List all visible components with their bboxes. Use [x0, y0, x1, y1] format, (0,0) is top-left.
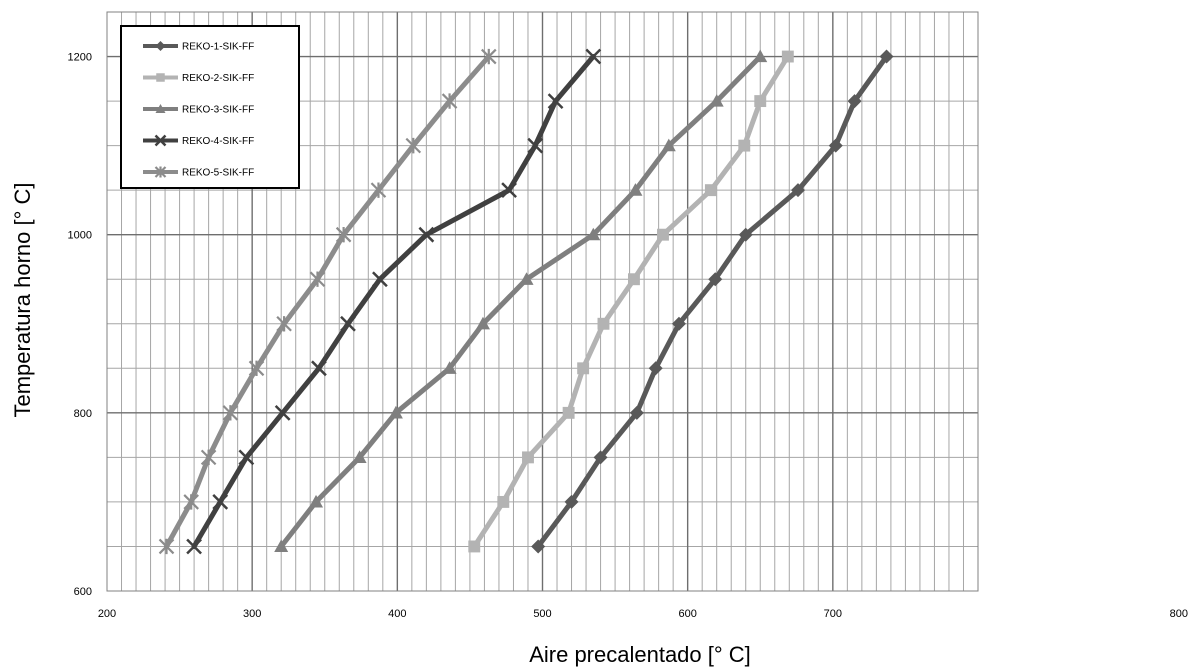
data-point-marker: [782, 51, 794, 63]
legend: REKO-1-SIK-FF REKO-2-SIK-FF REKO-3-SIK-FF R…: [121, 26, 299, 188]
data-point-marker: [598, 318, 610, 330]
legend-item: REKO-5-SIK-FF: [143, 167, 254, 179]
data-point-marker: [497, 496, 509, 508]
x-tick-label: 300: [243, 608, 261, 620]
y-tick-labels: 600 800 1000 1200: [68, 52, 92, 598]
data-point-marker: [628, 273, 640, 285]
data-point-marker: [754, 95, 766, 107]
y-tick-label: 1200: [68, 52, 92, 64]
y-tick-label: 600: [74, 586, 92, 598]
y-tick-label: 1000: [68, 230, 92, 242]
legend-label: REKO-5-SIK-FF: [182, 168, 254, 179]
legend-label: REKO-2-SIK-FF: [182, 73, 254, 84]
data-point-marker: [156, 73, 165, 82]
x-tick-label: 600: [678, 608, 696, 620]
data-point-marker: [705, 184, 717, 196]
data-point-marker: [738, 140, 750, 152]
x-axis-title: Aire precalentado [° C]: [529, 642, 751, 667]
x-tick-label: 800: [1170, 608, 1188, 620]
x-tick-labels: 200 300 400 500 600 700 800: [98, 608, 1188, 620]
legend-label: REKO-3-SIK-FF: [182, 105, 254, 116]
data-point-marker: [577, 362, 589, 374]
x-tick-label: 700: [824, 608, 842, 620]
data-point-marker: [468, 541, 480, 553]
data-point-marker: [522, 451, 534, 463]
legend-label: REKO-1-SIK-FF: [182, 42, 254, 53]
x-tick-label: 500: [533, 608, 551, 620]
data-point-marker: [563, 407, 575, 419]
y-tick-label: 800: [74, 408, 92, 420]
data-point-marker: [657, 229, 669, 241]
x-tick-label: 400: [388, 608, 406, 620]
y-axis-title: Temperatura horno [° C]: [10, 182, 35, 417]
legend-label: REKO-4-SIK-FF: [182, 136, 254, 147]
x-tick-label: 200: [98, 608, 116, 620]
